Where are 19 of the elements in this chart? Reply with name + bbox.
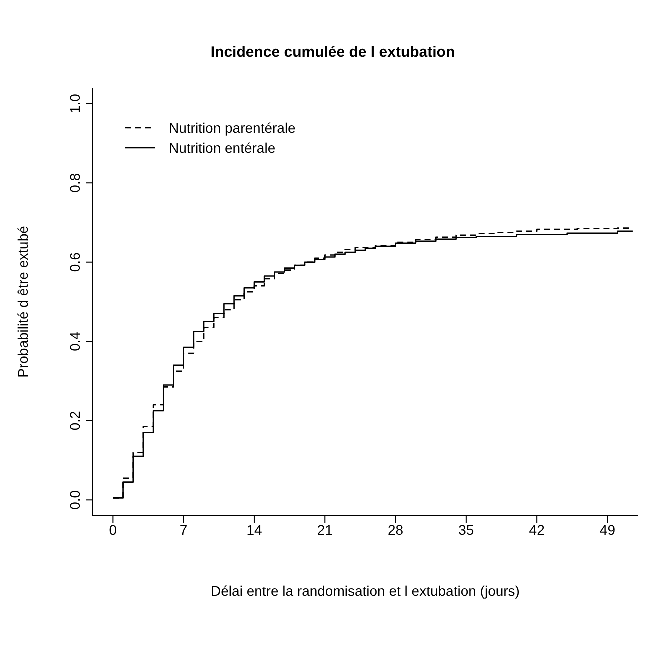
chart-title: Incidence cumulée de l extubation <box>210 44 456 61</box>
y-tick-label: 0.4 <box>67 332 83 352</box>
x-tick-label: 28 <box>388 522 404 538</box>
legend-label: Nutrition entérale <box>169 140 276 156</box>
x-tick-label: 14 <box>246 522 262 538</box>
x-axis-title: Délai entre la randomisation et l extubation (jours) <box>211 583 520 599</box>
y-axis-title: Probabilité d être extubé <box>14 226 31 378</box>
x-tick-label: 42 <box>529 522 546 538</box>
y-tick-label: 0.8 <box>67 173 83 193</box>
y-tick-label: 0.2 <box>67 410 83 431</box>
legend-label: Nutrition parentérale <box>169 120 296 136</box>
x-tick-label: 21 <box>317 522 334 538</box>
x-tick-label: 7 <box>180 522 188 538</box>
y-tick-label: 0.6 <box>67 252 83 272</box>
y-tick-label: 1.0 <box>67 94 83 114</box>
x-tick-label: 35 <box>458 522 474 538</box>
y-tick-label: 0.0 <box>67 490 83 510</box>
x-tick-label: 0 <box>109 522 118 538</box>
x-tick-label: 49 <box>600 522 616 538</box>
